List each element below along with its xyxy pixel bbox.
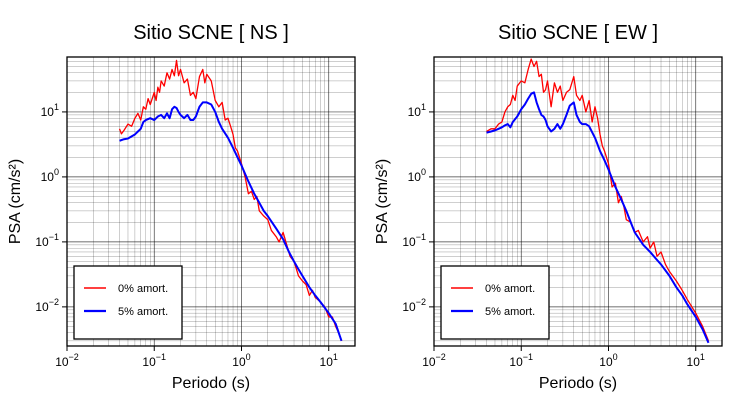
chart-1-y-tick-label: 101 — [408, 102, 426, 119]
chart-1-legend-label-1: 5% amort. — [485, 306, 535, 318]
chart-1-y-axis-label: PSA (cm/s²) — [374, 159, 391, 244]
chart-1-y-tick-exp: 0 — [421, 167, 426, 177]
chart-0-y-tick-label: 10−2 — [35, 297, 59, 314]
chart-1-y-tick-exp: 1 — [421, 102, 426, 112]
chart-0-y-tick-label: 10−1 — [35, 232, 59, 249]
chart-0-y-tick-label: 100 — [41, 167, 59, 184]
chart-1-x-tick-base: 10 — [687, 355, 701, 369]
chart-0-y-tick-exp: −2 — [49, 297, 59, 307]
chart-0-x-tick-exp: 1 — [333, 352, 338, 362]
chart-0-x-tick-label: 100 — [232, 352, 250, 369]
chart-1-series-0-line — [486, 58, 710, 342]
chart-1-series-1-line — [486, 91, 710, 344]
chart-0-y-axis-label: PSA (cm/s²) — [7, 159, 24, 244]
chart-1-y-tick-base: 10 — [402, 235, 416, 249]
chart-1-y-tick-exp: −1 — [416, 232, 426, 242]
chart-0-y-tick-base: 10 — [35, 300, 49, 314]
chart-0-x-tick-exp: 0 — [246, 352, 251, 362]
chart-0-x-tick-base: 10 — [320, 355, 334, 369]
chart-1-y-tick-base: 10 — [408, 170, 422, 184]
chart-0-y-tick-label: 101 — [41, 102, 59, 119]
chart-1-y-tick-label: 10−1 — [402, 232, 426, 249]
chart-1-x-tick-base: 10 — [509, 355, 523, 369]
chart-1-plot-frame — [433, 56, 723, 347]
chart-0-y-tick-base: 10 — [41, 105, 55, 119]
chart-0-legend-label-0: 0% amort. — [118, 283, 168, 295]
chart-0-series-group — [118, 59, 343, 342]
chart-0-legend-label-1: 5% amort. — [118, 306, 168, 318]
chart-0-y-tick-exp: 0 — [54, 167, 59, 177]
chart-1-x-tick-exp: 0 — [613, 352, 618, 362]
chart-0-y-tick-exp: 1 — [54, 102, 59, 112]
chart-0-x-tick-exp: −2 — [69, 352, 79, 362]
chart-0-x-axis-label: Periodo (s) — [172, 375, 250, 392]
chart-1-series-group — [486, 58, 710, 344]
chart-1-x-tick-base: 10 — [422, 355, 436, 369]
chart-1-x-tick-label: 10−2 — [422, 352, 446, 369]
chart-1-y-tick-label: 10−2 — [402, 297, 426, 314]
chart-1-legend: 0% amort. 5% amort. — [440, 265, 550, 340]
chart-1-y-tick-base: 10 — [402, 300, 416, 314]
chart-1-x-tick-exp: 1 — [700, 352, 705, 362]
chart-0-series-1-line — [119, 101, 343, 342]
chart-0-x-tick-label: 10−1 — [142, 352, 166, 369]
chart-0-series-0-line — [118, 59, 343, 342]
chart-1-title: Sitio SCNE [ EW ] — [498, 22, 658, 44]
chart-1-y-tick-exp: −2 — [416, 297, 426, 307]
chart-0-y-tick-base: 10 — [41, 170, 55, 184]
chart-1-legend-box — [440, 265, 550, 340]
chart-0-x-tick-base: 10 — [55, 355, 69, 369]
chart-1-x-tick-exp: −2 — [436, 352, 446, 362]
chart-0-x-tick-label: 101 — [320, 352, 338, 369]
chart-1-x-axis-label: Periodo (s) — [539, 375, 617, 392]
chart-0-x-tick-base: 10 — [142, 355, 156, 369]
chart-0-title: Sitio SCNE [ NS ] — [133, 22, 289, 44]
chart-0-x-tick-exp: −1 — [156, 352, 166, 362]
chart-0-x-tick-base: 10 — [232, 355, 246, 369]
chart-0-legend: 0% amort. 5% amort. — [73, 265, 183, 340]
chart-0-legend-box — [73, 265, 183, 340]
chart-0-x-tick-label: 10−2 — [55, 352, 79, 369]
chart-1-x-tick-label: 10−1 — [509, 352, 533, 369]
chart-0-y-tick-base: 10 — [35, 235, 49, 249]
chart-0-plot-frame — [66, 56, 356, 347]
chart-1-y-tick-label: 100 — [408, 167, 426, 184]
chart-1-x-tick-base: 10 — [599, 355, 613, 369]
chart-1-y-tick-base: 10 — [408, 105, 422, 119]
chart-1-x-tick-label: 101 — [687, 352, 705, 369]
chart-1-x-tick-exp: −1 — [523, 352, 533, 362]
chart-1-x-tick-label: 100 — [599, 352, 617, 369]
chart-0-y-tick-exp: −1 — [49, 232, 59, 242]
chart-1-legend-label-0: 0% amort. — [485, 283, 535, 295]
